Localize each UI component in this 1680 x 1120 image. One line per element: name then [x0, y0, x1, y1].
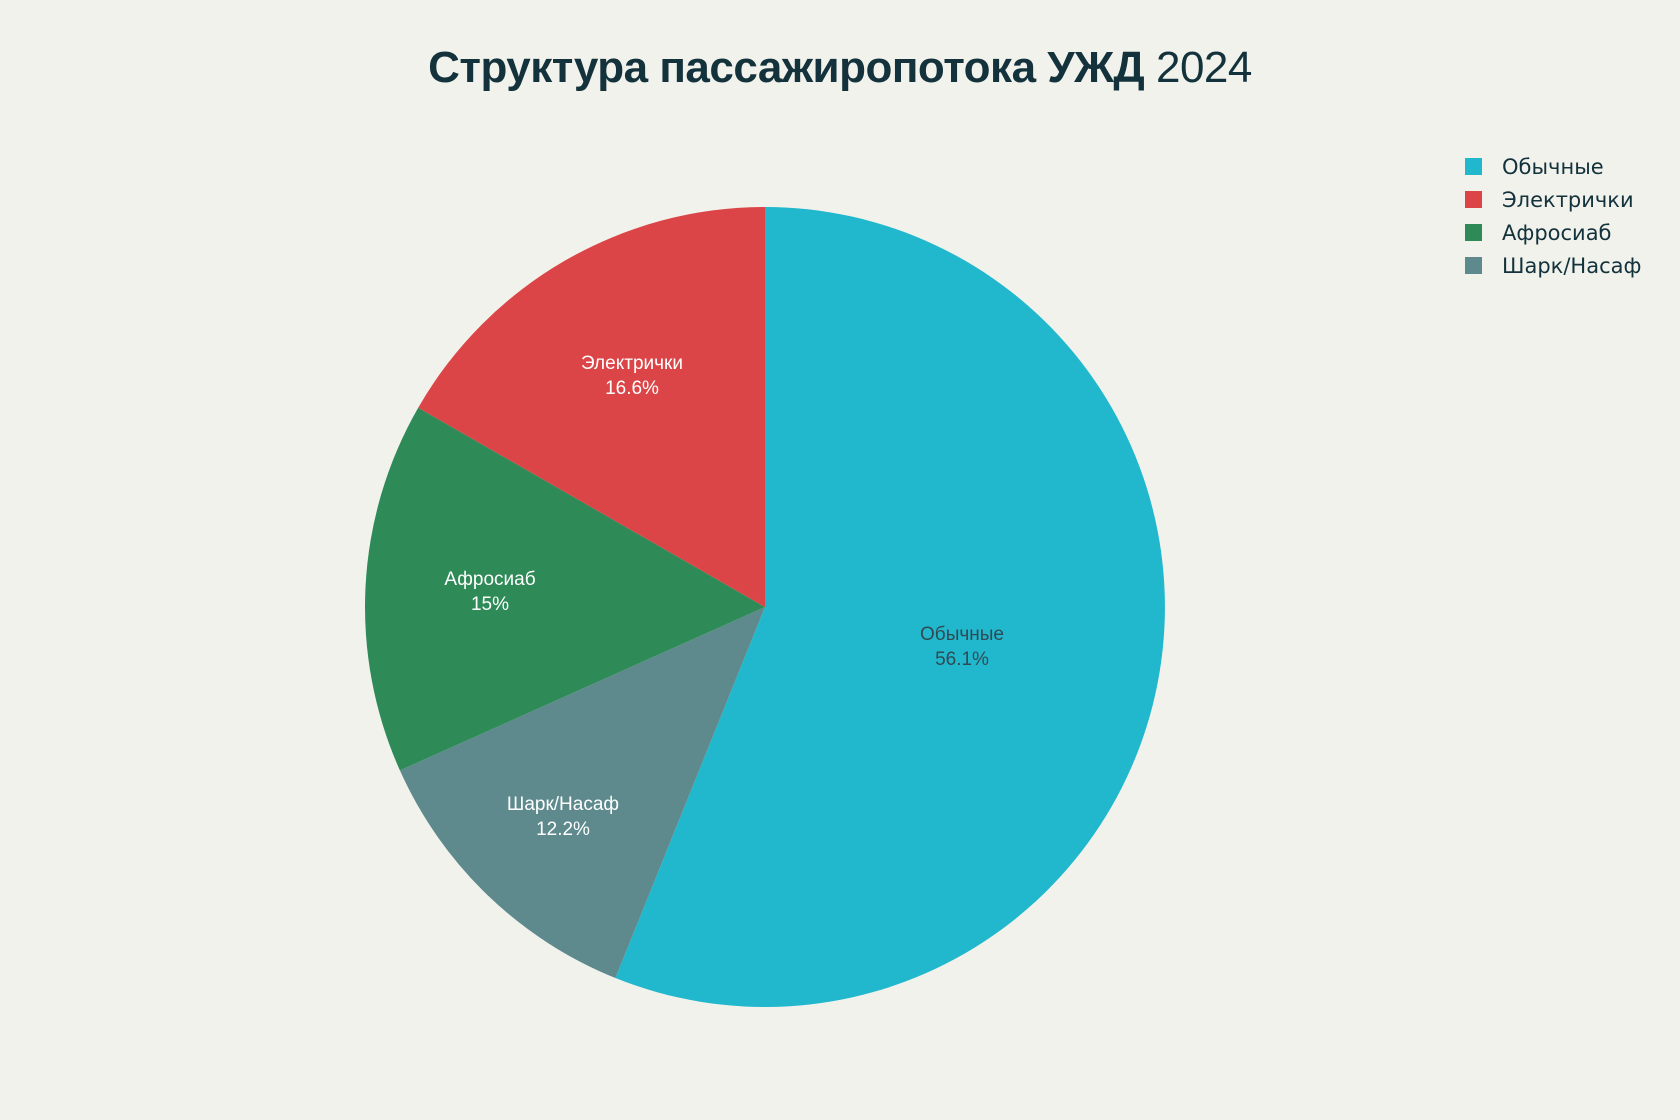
svg-text:Шарк/Насаф: Шарк/Насаф	[507, 794, 619, 815]
svg-text:Афросиаб: Афросиаб	[444, 569, 535, 590]
slice-elektrichki[interactable]	[418, 207, 765, 607]
legend-item-afrosiab[interactable]: Афросиаб	[1465, 216, 1641, 249]
chart-title-main: Структура пассажиропотока УЖД	[428, 43, 1145, 92]
legend-item-obychnye[interactable]: Обычные	[1465, 150, 1641, 183]
legend-label: Шарк/Насаф	[1502, 253, 1642, 278]
slice-label-shark-nasaf: Шарк/Насаф 12.2%	[507, 794, 619, 840]
legend-label: Обычные	[1502, 154, 1604, 179]
svg-text:16.6%: 16.6%	[605, 378, 659, 399]
slice-label-obychnye: Обычные 56.1%	[920, 624, 1004, 670]
slice-shark-nasaf[interactable]	[399, 607, 765, 978]
chart-title-year: 2024	[1144, 43, 1252, 92]
svg-text:15%: 15%	[471, 594, 509, 615]
svg-text:Электрички: Электрички	[581, 353, 683, 374]
legend-swatch-icon	[1465, 224, 1482, 241]
slice-obychnye[interactable]	[615, 207, 1165, 1007]
slice-label-elektrichki: Электрички 16.6%	[581, 353, 683, 399]
svg-text:12.2%: 12.2%	[536, 819, 590, 840]
slice-afrosiab[interactable]	[365, 407, 765, 771]
legend-swatch-icon	[1465, 158, 1482, 175]
legend-swatch-icon	[1465, 257, 1482, 274]
svg-text:Обычные: Обычные	[920, 624, 1004, 645]
chart-title: Структура пассажиропотока УЖД 2024	[0, 40, 1680, 96]
legend-swatch-icon	[1465, 191, 1482, 208]
legend-label: Электрички	[1502, 187, 1634, 212]
svg-text:56.1%: 56.1%	[935, 649, 989, 670]
legend: Обычные Электрички Афросиаб Шарк/Насаф	[1465, 150, 1641, 282]
legend-label: Афросиаб	[1502, 220, 1612, 245]
legend-item-shark-nasaf[interactable]: Шарк/Насаф	[1465, 249, 1641, 282]
legend-item-elektrichki[interactable]: Электрички	[1465, 183, 1641, 216]
slice-label-afrosiab: Афросиаб 15%	[444, 569, 535, 615]
